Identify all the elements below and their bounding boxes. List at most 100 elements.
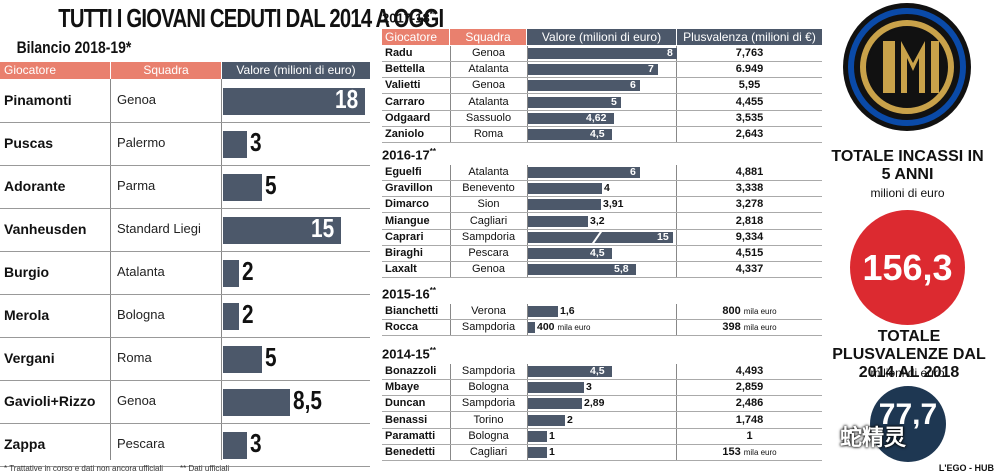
value-bar [528, 382, 584, 394]
value-number: 2,89 [584, 397, 605, 410]
value-label: 2 [242, 299, 254, 329]
value-label: 3 [250, 127, 262, 157]
team-name: Cagliari [469, 214, 508, 227]
player-name: Laxalt [385, 263, 417, 276]
value-bar [223, 174, 262, 201]
plusvalenza-value: 4,881 [677, 166, 822, 178]
divider-valore [527, 46, 528, 144]
divider-plus [676, 364, 677, 462]
plus-number: 800 [722, 305, 741, 317]
value-bar [528, 248, 612, 259]
value-bar [528, 447, 547, 458]
section-title: 2015-16** [382, 286, 436, 301]
value-number: 3,2 [590, 214, 605, 227]
value-bar [528, 48, 677, 59]
section-title: 2017-18** [382, 10, 436, 25]
player-name: Adorante [4, 178, 66, 194]
divider-squadra [450, 364, 451, 462]
plusvalenza-value: 800 mila euro [677, 305, 822, 317]
value-label: 4 [604, 182, 610, 194]
plus-number: 7,763 [735, 47, 764, 59]
player-name: Odgaard [385, 111, 431, 124]
team-name: Benevento [462, 182, 515, 195]
value-label: 3 [250, 428, 262, 458]
table-row: Duncan Sampdoria 2,89 2,486 [382, 396, 822, 413]
value-number: 4,5 [590, 128, 605, 140]
value-label: 8 [667, 47, 673, 59]
value-number: 3,91 [603, 198, 624, 211]
value-label: 4,5 [590, 247, 605, 259]
total-plusvalenze-value: 77,7 [870, 386, 946, 462]
value-bar [223, 389, 290, 416]
plus-number: 2,818 [735, 214, 764, 227]
plusvalenza-value: 2,486 [677, 397, 822, 409]
plus-number: 4,515 [735, 247, 764, 259]
plusvalenza-value: 398 mila euro [677, 321, 822, 333]
plus-number: 2,643 [735, 128, 764, 140]
section-title: 2016-17** [382, 147, 436, 162]
team-name: Torino [473, 413, 504, 426]
value-label: 4,62 [586, 112, 606, 124]
team-name: Roma [473, 128, 504, 140]
table-row: Valietti Genoa 6 5,95 [382, 78, 822, 95]
divider-valore [527, 165, 528, 279]
value-number: 1 [549, 429, 555, 442]
section-mark: ** [429, 147, 436, 156]
table-row: Pinamonti Genoa [0, 80, 370, 123]
player-name: Miangue [385, 214, 430, 227]
team-name: Genoa [471, 263, 506, 276]
plus-number: 4,881 [735, 166, 764, 178]
value-bar [223, 260, 239, 287]
value-label: 3 [586, 381, 592, 393]
player-name: Gravillon [385, 182, 433, 195]
value-label: 1 [549, 446, 555, 458]
team-name: Genoa [117, 393, 157, 408]
bar-break-mark [591, 230, 603, 245]
section-mark: ** [429, 10, 436, 19]
plus-number: 4,493 [735, 365, 764, 377]
value-label: 1 [549, 430, 555, 442]
plus-number: 398 [722, 321, 741, 334]
value-bar [528, 199, 601, 211]
value-number: 6 [630, 166, 636, 178]
team-name: Pescara [117, 436, 165, 451]
table-row: Vergani Roma [0, 338, 370, 381]
team-name: Sampdoria [461, 321, 516, 334]
plus-number: 9,334 [735, 230, 764, 243]
section-mark: ** [429, 286, 436, 295]
player-name: Merola [4, 307, 50, 323]
player-name: Zaniolo [385, 128, 425, 140]
player-name: Bettella [385, 63, 425, 76]
player-name: Eguelfi [385, 166, 422, 178]
value-number: 4 [604, 182, 610, 195]
plus-number: 4,337 [735, 263, 764, 276]
table-row: Merola Bologna [0, 295, 370, 338]
plus-number: 3,338 [735, 182, 764, 195]
section-year: 2014-15 [382, 346, 430, 362]
table-row: Miangue Cagliari 3,2 2,818 [382, 214, 822, 230]
plus-number: 2,486 [735, 397, 764, 410]
value-bar [528, 322, 535, 334]
plusvalenza-value: 7,763 [677, 47, 822, 59]
team-name: Atalanta [117, 264, 165, 279]
team-name: Sampdoria [461, 230, 516, 243]
brand-credit: L'EGO - HUB [938, 463, 994, 473]
value-bar [528, 264, 636, 276]
plusvalenza-value: 6.949 [677, 63, 822, 75]
value-number: 3 [586, 381, 592, 394]
table-row: Paramatti Bologna 1 1 [382, 429, 822, 445]
value-number: 1 [549, 446, 555, 458]
plus-number: 1 [746, 429, 753, 442]
value-label: 6 [630, 79, 636, 91]
header-squadra: Squadra [111, 62, 221, 79]
table-row: Carraro Atalanta 5 4,455 [382, 95, 822, 111]
value-label: 3,91 [603, 198, 623, 210]
table-row: Mbaye Bologna 3 2,859 [382, 380, 822, 397]
team-name: Atalanta [468, 63, 509, 76]
inter-logo-icon [843, 3, 971, 131]
value-bar [528, 398, 582, 410]
table-row: Eguelfi Atalanta 6 4,881 [382, 165, 822, 181]
plus-unit: mila euro [743, 448, 777, 457]
value-label: 8,5 [293, 385, 322, 415]
table-row: Biraghi Pescara 4,5 4,515 [382, 246, 822, 262]
